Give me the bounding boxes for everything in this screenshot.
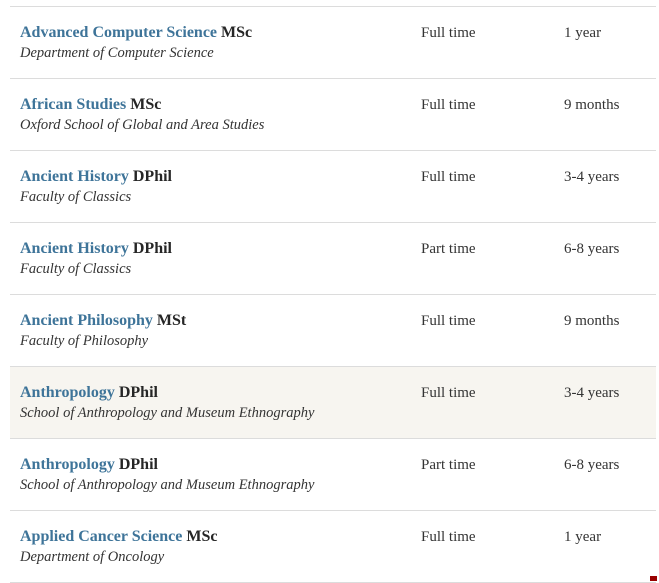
- degree-label: DPhil: [133, 240, 172, 257]
- duration-label: 3-4 years: [564, 384, 656, 438]
- duration-label: 9 months: [564, 96, 656, 150]
- study-mode-label: Full time: [421, 384, 564, 438]
- course-cell: Anthropology DPhil School of Anthropolog…: [20, 456, 421, 510]
- study-mode-label: Full time: [421, 24, 564, 78]
- course-cell: Ancient History DPhil Faculty of Classic…: [20, 240, 421, 294]
- course-row[interactable]: Ancient History DPhil Faculty of Classic…: [10, 151, 656, 223]
- red-corner-mark: [650, 576, 657, 581]
- study-mode-label: Part time: [421, 240, 564, 294]
- study-mode-label: Full time: [421, 312, 564, 366]
- department-label: Faculty of Philosophy: [20, 334, 421, 349]
- degree-label: MSc: [221, 24, 252, 41]
- degree-label: MSc: [130, 96, 161, 113]
- duration-label: 1 year: [564, 528, 656, 582]
- duration-label: 3-4 years: [564, 168, 656, 222]
- course-link[interactable]: Ancient History: [20, 168, 129, 185]
- course-list: Advanced Computer Science MSc Department…: [10, 6, 656, 583]
- study-mode-label: Full time: [421, 528, 564, 582]
- course-title-line: Ancient History DPhil: [20, 240, 421, 257]
- degree-label: DPhil: [119, 384, 158, 401]
- course-link[interactable]: African Studies: [20, 96, 126, 113]
- course-link[interactable]: Ancient Philosophy: [20, 312, 153, 329]
- department-label: Faculty of Classics: [20, 190, 421, 205]
- course-title-line: Ancient History DPhil: [20, 168, 421, 185]
- department-label: Faculty of Classics: [20, 262, 421, 277]
- course-row[interactable]: Applied Cancer Science MSc Department of…: [10, 511, 656, 583]
- department-label: Department of Computer Science: [20, 46, 421, 61]
- course-link[interactable]: Advanced Computer Science: [20, 24, 217, 41]
- course-cell: Ancient Philosophy MSt Faculty of Philos…: [20, 312, 421, 366]
- study-mode-label: Full time: [421, 168, 564, 222]
- duration-label: 1 year: [564, 24, 656, 78]
- department-label: School of Anthropology and Museum Ethnog…: [20, 478, 421, 493]
- degree-label: DPhil: [119, 456, 158, 473]
- duration-label: 6-8 years: [564, 240, 656, 294]
- department-label: School of Anthropology and Museum Ethnog…: [20, 406, 421, 421]
- course-row[interactable]: Advanced Computer Science MSc Department…: [10, 7, 656, 79]
- course-cell: Advanced Computer Science MSc Department…: [20, 24, 421, 78]
- course-title-line: Anthropology DPhil: [20, 456, 421, 473]
- course-link[interactable]: Applied Cancer Science: [20, 528, 182, 545]
- course-cell: Anthropology DPhil School of Anthropolog…: [20, 384, 421, 438]
- course-title-line: Anthropology DPhil: [20, 384, 421, 401]
- course-title-line: Advanced Computer Science MSc: [20, 24, 421, 41]
- course-row[interactable]: African Studies MSc Oxford School of Glo…: [10, 79, 656, 151]
- degree-label: MSt: [157, 312, 186, 329]
- duration-label: 6-8 years: [564, 456, 656, 510]
- course-title-line: Applied Cancer Science MSc: [20, 528, 421, 545]
- course-cell: Ancient History DPhil Faculty of Classic…: [20, 168, 421, 222]
- course-link[interactable]: Anthropology: [20, 384, 115, 401]
- course-row[interactable]: Ancient Philosophy MSt Faculty of Philos…: [10, 295, 656, 367]
- course-row[interactable]: Ancient History DPhil Faculty of Classic…: [10, 223, 656, 295]
- duration-label: 9 months: [564, 312, 656, 366]
- study-mode-label: Full time: [421, 96, 564, 150]
- study-mode-label: Part time: [421, 456, 564, 510]
- course-cell: Applied Cancer Science MSc Department of…: [20, 528, 421, 582]
- course-cell: African Studies MSc Oxford School of Glo…: [20, 96, 421, 150]
- course-link[interactable]: Anthropology: [20, 456, 115, 473]
- course-link[interactable]: Ancient History: [20, 240, 129, 257]
- degree-label: MSc: [186, 528, 217, 545]
- course-title-line: African Studies MSc: [20, 96, 421, 113]
- degree-label: DPhil: [133, 168, 172, 185]
- department-label: Department of Oncology: [20, 550, 421, 565]
- course-row[interactable]: Anthropology DPhil School of Anthropolog…: [10, 367, 656, 439]
- course-title-line: Ancient Philosophy MSt: [20, 312, 421, 329]
- department-label: Oxford School of Global and Area Studies: [20, 118, 421, 133]
- course-row[interactable]: Anthropology DPhil School of Anthropolog…: [10, 439, 656, 511]
